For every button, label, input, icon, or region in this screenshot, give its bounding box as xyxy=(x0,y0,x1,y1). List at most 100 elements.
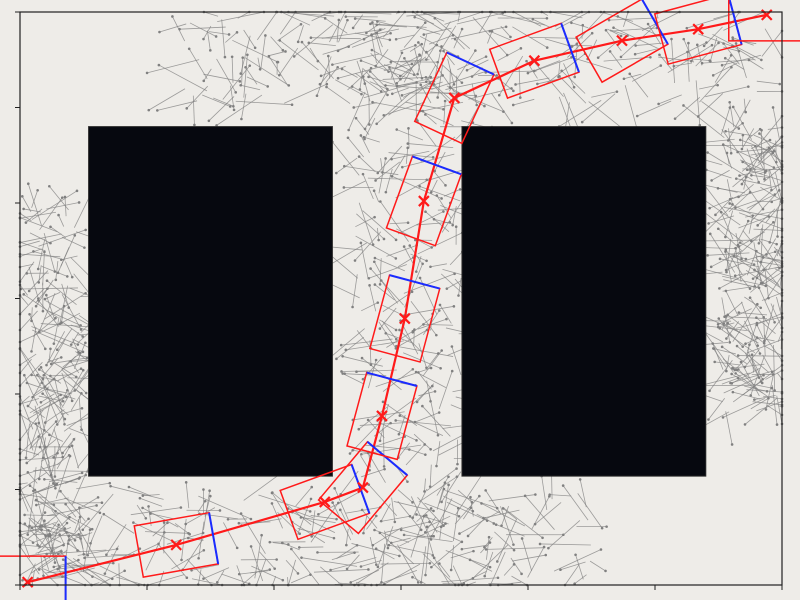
tree-node xyxy=(758,352,762,355)
tree-node xyxy=(270,491,274,495)
tree-edge xyxy=(360,560,382,567)
tree-node xyxy=(773,321,776,324)
tree-edge xyxy=(587,39,598,60)
tree-node xyxy=(202,79,206,83)
tree-node xyxy=(758,127,762,131)
tree-edge xyxy=(185,507,216,525)
tree-node xyxy=(438,303,442,307)
tree-node xyxy=(716,227,720,231)
tree-edge xyxy=(707,252,750,256)
tree-edge xyxy=(48,534,87,537)
tree-edge xyxy=(723,144,774,168)
tree-edge xyxy=(19,288,45,315)
tree-node xyxy=(361,377,365,381)
tree-node xyxy=(59,393,62,397)
tree-edge xyxy=(158,64,208,92)
tree-edge xyxy=(396,129,424,141)
tree-edge xyxy=(203,68,212,82)
tree-node xyxy=(105,553,108,557)
tree-edge xyxy=(82,493,114,531)
tree-edge xyxy=(723,11,764,31)
tree-node xyxy=(435,464,438,468)
tree-node xyxy=(496,576,500,580)
tree-node xyxy=(351,26,355,30)
tree-node xyxy=(239,83,242,87)
tree-edge xyxy=(729,122,743,134)
tree-node xyxy=(728,106,732,109)
tree-node xyxy=(317,513,320,516)
tree-node xyxy=(357,155,361,158)
tree-node xyxy=(761,207,765,211)
tree-node xyxy=(49,362,53,366)
footprint-box xyxy=(728,0,800,42)
tree-node xyxy=(369,267,372,270)
tree-node xyxy=(710,43,714,47)
tree-node xyxy=(335,357,338,361)
tree-edge xyxy=(391,155,406,177)
tree-edge xyxy=(431,70,487,90)
tree-edge xyxy=(185,482,190,509)
tree-edge xyxy=(48,472,83,483)
tree-edge xyxy=(389,68,401,80)
tree-node xyxy=(48,433,51,437)
tree-edge xyxy=(342,373,364,385)
tree-node xyxy=(420,42,424,46)
tree-node xyxy=(768,241,772,244)
tree-edge xyxy=(476,513,497,526)
tree-node xyxy=(362,531,365,535)
tree-edge xyxy=(142,507,179,528)
tree-node xyxy=(388,66,391,69)
tree-node xyxy=(395,128,399,131)
tree-node xyxy=(424,573,427,577)
tree-edge xyxy=(501,505,509,526)
tree-node xyxy=(36,188,39,192)
tree-node xyxy=(425,525,429,529)
tree-node xyxy=(227,33,231,36)
tree-edge xyxy=(256,11,278,41)
tree-edge xyxy=(336,157,358,174)
tree-node xyxy=(67,538,71,542)
tree-edge xyxy=(71,463,91,506)
tree-node xyxy=(373,283,377,286)
tree-edge xyxy=(610,27,657,32)
tree-edge xyxy=(425,515,438,533)
tree-edge xyxy=(738,212,783,230)
tree-edge xyxy=(324,17,348,34)
tree-edge xyxy=(518,68,521,98)
tree-node xyxy=(37,281,41,284)
tree-node xyxy=(309,573,312,576)
tree-node xyxy=(77,201,81,204)
tree-edge xyxy=(383,428,385,467)
tree-edge xyxy=(443,100,446,125)
tree-node xyxy=(76,549,79,552)
tree-edge xyxy=(47,505,97,517)
tree-edge xyxy=(241,93,247,120)
tree-edge xyxy=(738,312,768,316)
tree-edge xyxy=(701,101,740,129)
tree-node xyxy=(400,51,404,55)
tree-node xyxy=(429,265,432,269)
tree-node xyxy=(362,37,366,41)
tree-node xyxy=(249,545,253,548)
tree-edge xyxy=(763,152,765,180)
tree-edge xyxy=(355,72,382,92)
tree-edge xyxy=(103,513,135,534)
tree-node xyxy=(590,31,594,35)
tree-node xyxy=(207,119,211,123)
tree-node xyxy=(394,238,398,242)
tree-edge xyxy=(763,271,783,285)
tree-node xyxy=(34,422,38,425)
tree-node xyxy=(455,467,458,470)
tree-node xyxy=(61,575,64,578)
tree-node xyxy=(494,523,498,526)
tree-node xyxy=(519,47,523,50)
tree-node xyxy=(100,501,104,505)
tree-node xyxy=(47,529,50,532)
tree-node xyxy=(731,366,734,370)
tree-edge xyxy=(417,232,463,255)
tree-node xyxy=(336,65,339,69)
tree-node xyxy=(483,104,486,108)
tree-node xyxy=(369,22,372,26)
tree-edge xyxy=(76,482,110,490)
tree-node xyxy=(659,64,663,67)
